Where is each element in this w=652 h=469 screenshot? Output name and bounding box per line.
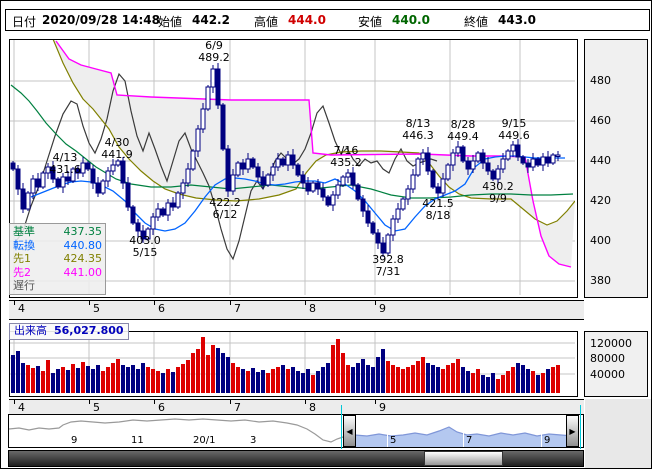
legend-value: 424.35 xyxy=(63,252,103,265)
range-start-line xyxy=(341,405,342,449)
legend-label: 基準 xyxy=(13,225,35,238)
price-axis-panel xyxy=(584,39,648,298)
navigator-tick xyxy=(463,429,464,447)
date-value: 2020/09/28 14:48 xyxy=(42,13,160,27)
navigator-tick xyxy=(541,429,542,447)
navigator-tick xyxy=(190,429,191,447)
low-value: 440.0 xyxy=(392,13,430,27)
month-tick xyxy=(154,301,155,305)
legend-value: 437.35 xyxy=(63,225,103,238)
navigator-tick xyxy=(247,429,248,447)
month-tick xyxy=(89,400,90,404)
volume-label: 出来高 xyxy=(14,324,47,337)
volume-value: 56,027.800 xyxy=(54,324,124,337)
legend-label: 転換 xyxy=(13,238,35,252)
volume-readout: 出来高 56,027.800 xyxy=(9,323,129,340)
range-end-line xyxy=(580,405,581,449)
month-tick xyxy=(89,301,90,305)
high-label: 高値 xyxy=(254,15,279,29)
scroll-left-button[interactable]: ◀ xyxy=(343,415,356,447)
legend-row-tenkan: 転換 440.80 xyxy=(13,239,102,253)
close-label: 終値 xyxy=(464,15,489,29)
open-value: 442.2 xyxy=(192,13,230,27)
date-label: 日付 xyxy=(12,15,37,29)
month-tick xyxy=(375,400,376,404)
legend-row-chikou: 遅行 xyxy=(13,279,102,293)
volume-plot xyxy=(10,332,575,393)
legend-label: 先1 xyxy=(13,252,31,265)
navigator-tick xyxy=(68,429,69,447)
right-arrow-icon: ▶ xyxy=(569,427,576,436)
ichimoku-legend: 基準 437.35 転換 440.80 先1 424.35 先2 441.00 … xyxy=(9,223,106,295)
scrollbar-thumb[interactable] xyxy=(424,451,503,466)
volume-axis-panel xyxy=(584,331,648,397)
month-tick xyxy=(375,301,376,305)
bottom-right-filler xyxy=(585,399,651,468)
month-tick xyxy=(14,400,15,404)
legend-row-senkou1: 先1 424.35 xyxy=(13,252,102,266)
quote-header: 日付 2020/09/28 14:48 始値 442.2 高値 444.0 安値… xyxy=(5,9,650,31)
month-tick xyxy=(230,400,231,404)
legend-label: 遅行 xyxy=(13,279,35,292)
legend-label: 先2 xyxy=(13,265,31,279)
month-tick xyxy=(230,301,231,305)
price-xaxis-strip xyxy=(9,300,584,320)
open-label: 始値 xyxy=(158,15,183,29)
month-tick xyxy=(305,301,306,305)
navigator-plot xyxy=(9,418,579,447)
close-value: 443.0 xyxy=(498,13,536,27)
navigator-tick xyxy=(128,429,129,447)
month-tick xyxy=(154,400,155,404)
legend-value: 440.80 xyxy=(63,238,103,252)
legend-value: 441.00 xyxy=(63,265,103,279)
high-value: 444.0 xyxy=(288,13,326,27)
month-tick xyxy=(14,301,15,305)
left-arrow-icon: ◀ xyxy=(346,427,353,436)
navigator-tick xyxy=(387,429,388,447)
scroll-right-button[interactable]: ▶ xyxy=(566,415,579,447)
low-label: 安値 xyxy=(358,15,383,29)
legend-row-kijun: 基準 437.35 xyxy=(13,225,102,239)
legend-row-senkou2: 先2 441.00 xyxy=(13,266,102,280)
month-tick xyxy=(305,400,306,404)
